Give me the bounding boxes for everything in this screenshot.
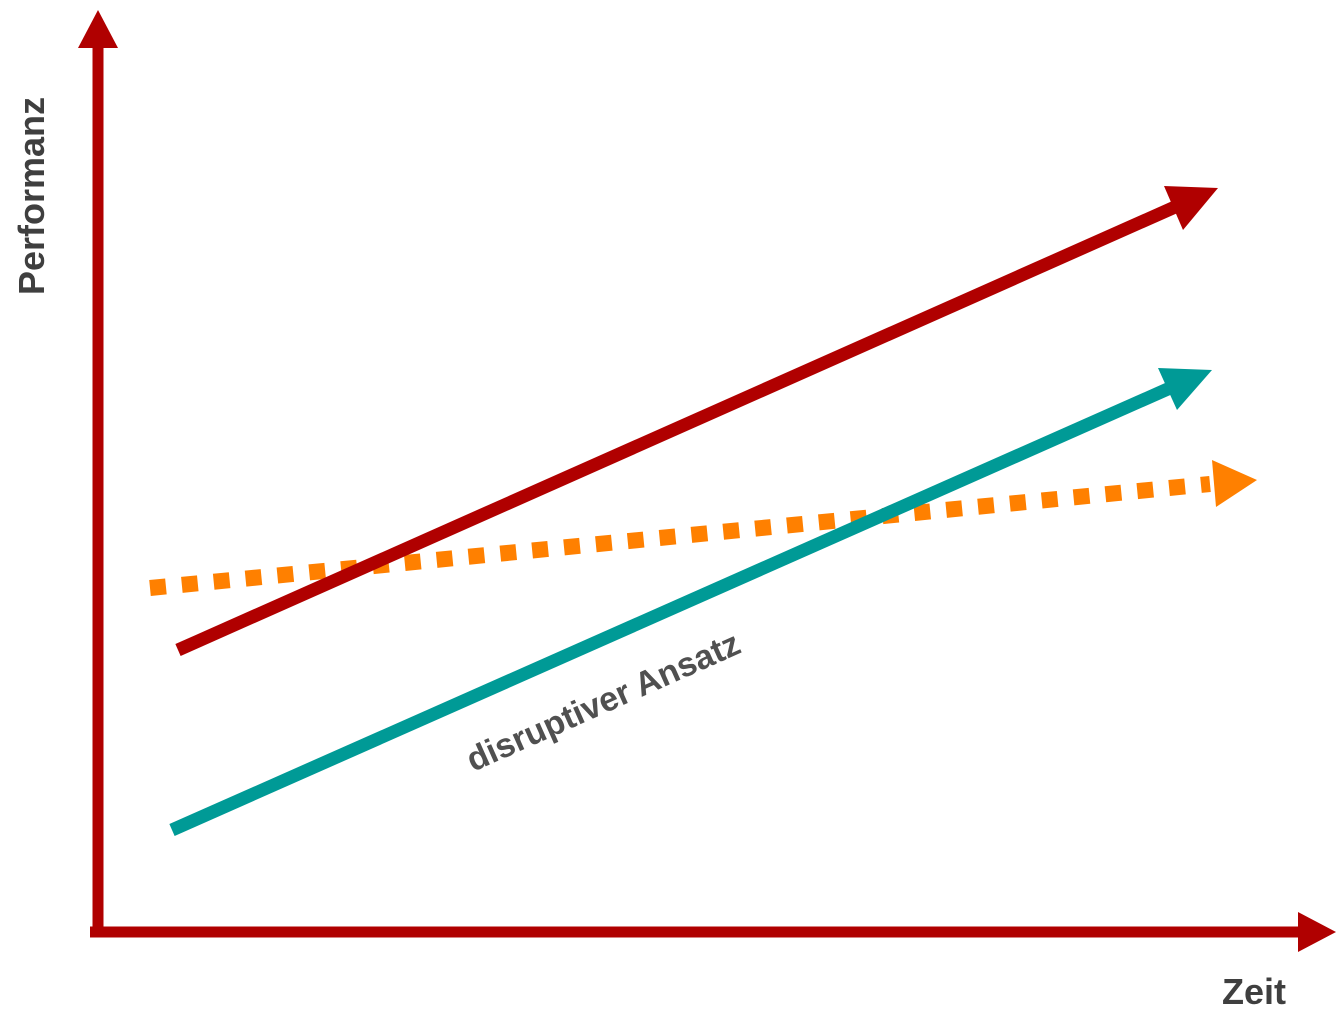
y-axis-arrowhead xyxy=(78,10,118,48)
demand-line xyxy=(149,460,1257,596)
x-axis xyxy=(90,912,1336,952)
upper-trend-line xyxy=(175,186,1218,656)
x-axis-label: Zeit xyxy=(1222,971,1286,1010)
disruptive-line-arrowhead xyxy=(1158,368,1212,410)
upper-trend-line-stroke xyxy=(175,201,1178,656)
upper-trend-line-arrowhead xyxy=(1164,186,1218,230)
disruptive-line-stroke xyxy=(169,382,1173,836)
disruptive-line xyxy=(169,368,1212,836)
y-axis-label: Performanz xyxy=(11,97,52,295)
demand-line-arrowhead xyxy=(1212,460,1257,507)
y-axis xyxy=(78,10,118,932)
demand-line-stroke xyxy=(149,476,1211,596)
disruptive-line-label: disruptiver Ansatz xyxy=(461,624,746,779)
x-axis-arrowhead xyxy=(1298,912,1336,952)
